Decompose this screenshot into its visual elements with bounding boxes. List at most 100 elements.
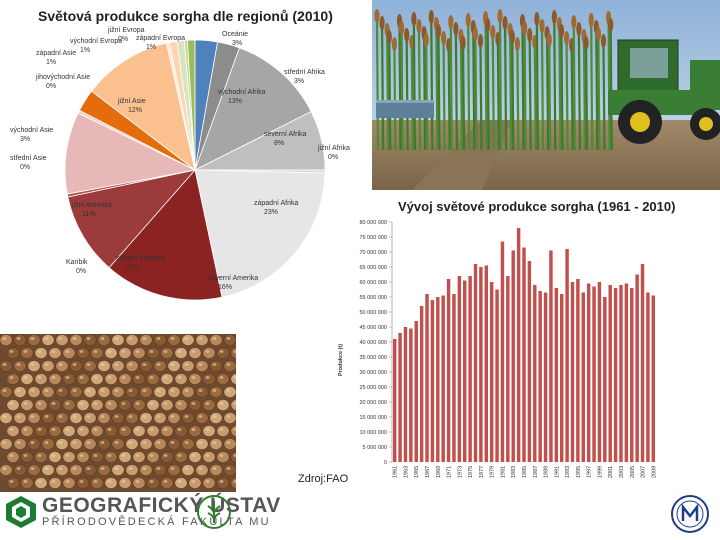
y-tick-label: 20 000 000 (359, 400, 387, 406)
sorghum-grain-photo (0, 334, 236, 492)
pie-slice (187, 39, 196, 171)
x-tick-label: 1995 (576, 466, 582, 478)
x-tick-label: 1997 (587, 466, 593, 478)
bar (527, 261, 532, 462)
pie-slice-label: východní Afrika 13% (218, 89, 266, 105)
x-tick-label: 1967 (425, 466, 431, 478)
y-tick-label: 80 000 000 (359, 220, 387, 226)
pie-slice (64, 112, 197, 195)
bar-chart: 0 5 000 000 10 000 000 15 000 000 20 000 000… (330, 190, 660, 490)
pie-slice-label: východní Asie 3% (10, 127, 53, 143)
bar (613, 288, 618, 462)
bar (533, 285, 537, 462)
bar (457, 276, 462, 462)
bar (646, 292, 650, 462)
bar (398, 333, 402, 462)
pie-slice-label: střední Amerika 11% (116, 255, 165, 271)
bar (586, 283, 591, 462)
bar (414, 321, 418, 462)
pie-slice-label: jihovýchodní Asie 0% (35, 74, 90, 90)
pie-slice-label: jižní Asie 12% (117, 98, 146, 114)
pie-slice (67, 169, 197, 269)
bar (516, 228, 521, 462)
bar (436, 297, 440, 462)
y-tick-label: 15 000 000 (359, 415, 387, 421)
bar (640, 264, 645, 462)
y-tick-label: 70 000 000 (359, 250, 387, 256)
y-tick-label: 35 000 000 (359, 355, 387, 361)
x-tick-label: 1989 (544, 466, 550, 478)
bar (635, 274, 639, 462)
x-tick-label: 1991 (554, 466, 560, 478)
y-tick-label: 5 000 000 (363, 445, 387, 451)
x-tick-label: 1985 (522, 466, 528, 478)
pie-slice-label: jižní Evropa 0% (107, 27, 145, 43)
pie-slice-label: severní Amerika 16% (208, 275, 258, 291)
geography-institute-logo-icon (6, 496, 36, 528)
pie-slice-label: západní Afrika 23% (254, 200, 298, 216)
bar (543, 292, 548, 462)
pie-slice (108, 169, 223, 301)
y-tick-label: 65 000 000 (359, 265, 387, 271)
bar (473, 264, 478, 462)
x-tick-label: 1961 (393, 466, 399, 478)
bar (484, 265, 489, 462)
y-tick-label: 50 000 000 (359, 310, 387, 316)
x-tick-label: 2009 (651, 466, 657, 478)
arrow-icon (376, 100, 434, 118)
x-tick-label: 1965 (414, 466, 420, 478)
x-tick-label: 1983 (511, 466, 517, 478)
bar (608, 285, 612, 462)
y-tick-label: 25 000 000 (359, 385, 387, 391)
bar (489, 282, 494, 462)
bar (554, 288, 559, 462)
agriculture-logo-icon (197, 495, 231, 529)
pie-slice-label: západní Evropa 1% (136, 35, 185, 51)
x-tick-label: 1979 (490, 466, 496, 478)
bar (452, 294, 456, 462)
bar (581, 292, 585, 462)
bar (597, 282, 602, 462)
x-tick-label: 2007 (641, 466, 647, 478)
source-note: Zdroj:FAO (298, 473, 349, 485)
bar (495, 289, 499, 462)
pie-slice (194, 47, 312, 171)
pie-chart-title: Světová produkce sorgha dle regionů (201… (38, 8, 333, 24)
bar (419, 306, 424, 462)
bar (619, 285, 623, 462)
y-tick-label: 0 (384, 460, 387, 466)
bar (651, 295, 656, 462)
logo-text-institute: GEOGRAFICKÝ ÚSTAV (42, 494, 281, 517)
bar (511, 250, 515, 462)
x-tick-label: 1977 (479, 466, 485, 478)
bar (468, 276, 472, 462)
bar (603, 297, 607, 462)
bar (624, 283, 629, 462)
x-tick-label: 1969 (436, 466, 442, 478)
bar (576, 279, 580, 462)
bar (430, 300, 435, 462)
pie-slice-label: střední Asie 0% (10, 155, 47, 171)
x-tick-label: 1993 (565, 466, 571, 478)
pie-slice-label: západní Asie 1% (36, 50, 76, 66)
bar (592, 286, 596, 462)
pie-slice-label: východní Evropa 1% (70, 38, 122, 54)
bar (538, 291, 542, 462)
bar (392, 339, 397, 462)
bar (559, 294, 564, 462)
x-tick-label: 1987 (533, 466, 539, 478)
y-tick-label: 40 000 000 (359, 340, 387, 346)
pie-slice-label: jižní Afrika 0% (317, 145, 350, 161)
x-tick-label: 1999 (597, 466, 603, 478)
bar (425, 294, 429, 462)
pie-slice-label: jižní Amerika 11% (71, 202, 112, 218)
pie-slice-label: Oceánie 3% (222, 31, 248, 47)
bar (463, 280, 467, 462)
bar (409, 328, 413, 462)
pie-slice (91, 42, 196, 171)
bar (506, 276, 510, 462)
y-tick-label: 45 000 000 (359, 325, 387, 331)
y-tick-label: 75 000 000 (359, 235, 387, 241)
x-tick-label: 1973 (457, 466, 463, 478)
